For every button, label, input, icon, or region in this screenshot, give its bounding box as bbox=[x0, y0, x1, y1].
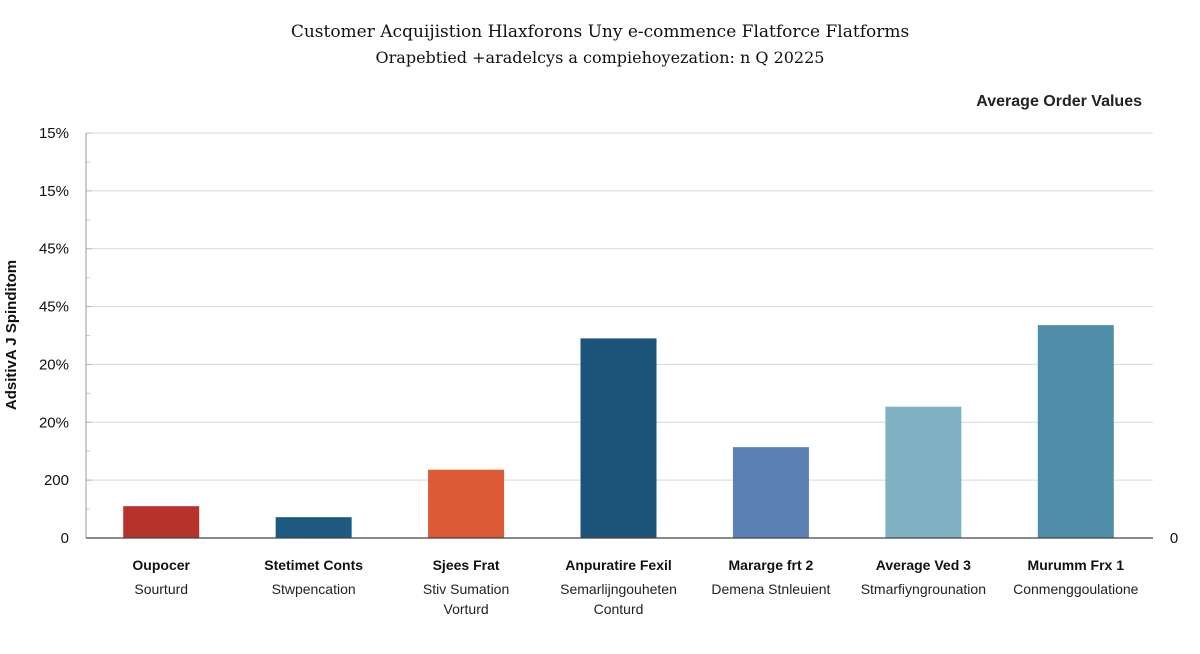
right-axis-tick: 0 bbox=[1170, 530, 1178, 547]
category-label: Mararge frt 2 bbox=[729, 557, 814, 573]
category-labels: Oupocer Sourturd Stetimet Conts Stwpencatio… bbox=[132, 557, 1138, 617]
y-axis-ticks: 0 200 20% 20% 45% 45% 15% 15% bbox=[39, 125, 69, 547]
chart-title: Customer Acquijistion Hlaxforons Uny e-c… bbox=[291, 22, 909, 42]
category-label: Stetimet Conts bbox=[264, 557, 363, 573]
category-label: Oupocer bbox=[132, 557, 190, 573]
y-tick-label: 0 bbox=[61, 530, 69, 547]
bar bbox=[885, 406, 962, 538]
category-sublabel: Stiv Sumation bbox=[423, 581, 509, 597]
y-tick-label: 15% bbox=[39, 125, 69, 142]
category-sublabel: Conmenggoulatione bbox=[1013, 581, 1139, 597]
category-label: Murumm Frx 1 bbox=[1028, 557, 1125, 573]
bar bbox=[1037, 325, 1114, 538]
category-sublabel: Semarlijngouheten bbox=[560, 581, 677, 597]
category-label: Average Ved 3 bbox=[876, 557, 971, 573]
bar bbox=[275, 517, 352, 538]
category-sublabel: Stwpencation bbox=[272, 581, 356, 597]
category-sublabel: Demena Stnleuient bbox=[711, 581, 830, 597]
y-tick-label: 200 bbox=[44, 472, 69, 489]
y-tick-label: 20% bbox=[39, 414, 69, 431]
y-axis-label: AdsitivA J Spinditom bbox=[3, 260, 20, 410]
bars bbox=[123, 325, 1114, 538]
category-sublabel: Sourturd bbox=[134, 581, 188, 597]
bar bbox=[580, 338, 657, 538]
y-tick-label: 15% bbox=[39, 183, 69, 200]
category-label: Sjees Frat bbox=[433, 557, 500, 573]
category-sublabel: Stmarfiyngrounation bbox=[861, 581, 986, 597]
bar bbox=[732, 447, 809, 538]
bar bbox=[428, 469, 505, 538]
category-label: Anpuratire Fexil bbox=[565, 557, 672, 573]
y-tick-label: 45% bbox=[39, 241, 69, 258]
category-sublabel-2: Conturd bbox=[594, 601, 644, 617]
category-sublabel-2: Vorturd bbox=[444, 601, 489, 617]
bar bbox=[123, 506, 200, 538]
legend-label: Average Order Values bbox=[976, 93, 1142, 110]
y-tick-label: 45% bbox=[39, 299, 69, 316]
chart-subtitle: Orapebtied +aradelcys a compiehoyezation… bbox=[376, 48, 825, 67]
y-tick-label: 20% bbox=[39, 356, 69, 373]
